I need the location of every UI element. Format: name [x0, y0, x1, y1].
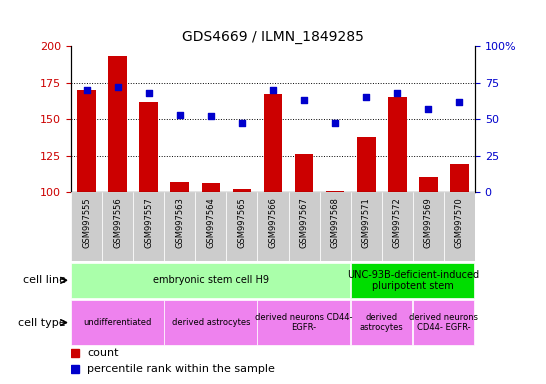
Point: [206, 113, 215, 119]
Bar: [170, 182, 189, 192]
Bar: [71, 300, 164, 345]
Bar: [258, 192, 288, 261]
Text: count: count: [87, 348, 118, 358]
Bar: [357, 137, 376, 192]
Point: [269, 87, 277, 93]
Bar: [444, 192, 475, 261]
Text: GSM997556: GSM997556: [113, 197, 122, 248]
Point: [144, 90, 153, 96]
Bar: [201, 183, 220, 192]
Bar: [77, 90, 96, 192]
Bar: [319, 192, 351, 261]
Point: [82, 87, 91, 93]
Bar: [413, 192, 444, 261]
Point: [331, 120, 340, 126]
Text: GSM997567: GSM997567: [300, 197, 308, 248]
Bar: [295, 154, 313, 192]
Text: GSM997569: GSM997569: [424, 197, 433, 248]
Point: [424, 106, 433, 112]
Text: GSM997563: GSM997563: [175, 197, 184, 248]
Bar: [264, 94, 282, 192]
Bar: [288, 192, 319, 261]
Text: derived neurons CD44-
EGFR-: derived neurons CD44- EGFR-: [256, 313, 353, 332]
Bar: [195, 192, 227, 261]
Text: GSM997568: GSM997568: [331, 197, 340, 248]
Text: derived neurons
CD44- EGFR-: derived neurons CD44- EGFR-: [410, 313, 478, 332]
Text: undifferentiated: undifferentiated: [84, 318, 152, 327]
Text: GSM997566: GSM997566: [269, 197, 277, 248]
Text: embryonic stem cell H9: embryonic stem cell H9: [153, 275, 269, 285]
Bar: [351, 263, 474, 298]
Point: [455, 98, 464, 104]
Bar: [71, 192, 102, 261]
Text: cell type: cell type: [18, 318, 66, 328]
Text: GSM997564: GSM997564: [206, 197, 215, 248]
Point: [175, 112, 184, 118]
Bar: [419, 177, 438, 192]
Bar: [233, 189, 251, 192]
Text: GSM997570: GSM997570: [455, 197, 464, 248]
Bar: [139, 101, 158, 192]
Bar: [108, 56, 127, 192]
Point: [238, 120, 246, 126]
Bar: [326, 190, 345, 192]
Bar: [227, 192, 258, 261]
Bar: [258, 300, 350, 345]
Text: GSM997565: GSM997565: [238, 197, 246, 248]
Point: [393, 90, 402, 96]
Bar: [388, 97, 407, 192]
Text: cell line: cell line: [22, 275, 66, 285]
Point: [362, 94, 371, 100]
Bar: [102, 192, 133, 261]
Bar: [133, 192, 164, 261]
Text: derived
astrocytes: derived astrocytes: [360, 313, 403, 332]
Bar: [450, 164, 469, 192]
Bar: [351, 300, 412, 345]
Bar: [351, 192, 382, 261]
Text: GSM997555: GSM997555: [82, 197, 91, 248]
Bar: [382, 192, 413, 261]
Text: GSM997572: GSM997572: [393, 197, 402, 248]
Text: UNC-93B-deficient-induced
pluripotent stem: UNC-93B-deficient-induced pluripotent st…: [347, 270, 479, 291]
Text: derived astrocytes: derived astrocytes: [171, 318, 250, 327]
Text: GSM997557: GSM997557: [144, 197, 153, 248]
Bar: [71, 263, 350, 298]
Point: [300, 97, 308, 103]
Title: GDS4669 / ILMN_1849285: GDS4669 / ILMN_1849285: [182, 30, 364, 44]
Point: [113, 84, 122, 90]
Text: percentile rank within the sample: percentile rank within the sample: [87, 364, 275, 374]
Bar: [164, 192, 195, 261]
Bar: [164, 300, 257, 345]
Text: GSM997571: GSM997571: [362, 197, 371, 248]
Bar: [413, 300, 474, 345]
